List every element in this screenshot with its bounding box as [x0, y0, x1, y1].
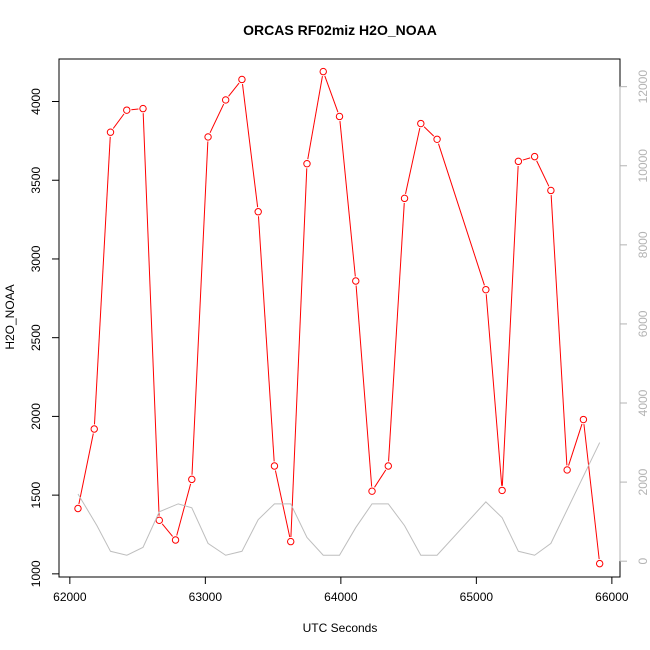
left-series-point	[254, 208, 262, 216]
chart-title: ORCAS RF02miz H2O_NOAA	[243, 22, 437, 38]
left-series-point	[563, 466, 571, 474]
left-series-point	[303, 160, 311, 168]
left-series-segment	[583, 424, 600, 560]
left-series-segment	[191, 141, 209, 475]
y-tick-label-right: 8000	[636, 231, 650, 258]
left-series-segment	[405, 127, 421, 194]
x-tick-label: 62000	[53, 590, 87, 604]
x-axis: 62000 63000 64000 65000 66000	[53, 576, 629, 604]
left-series-segment	[161, 523, 173, 537]
left-series-point	[514, 157, 523, 166]
left-series-point	[287, 537, 295, 546]
y-tick-label-left: 1500	[29, 481, 43, 508]
left-series-segment	[536, 160, 550, 187]
left-series-segment	[131, 108, 139, 111]
left-series-point	[204, 133, 212, 141]
left-series-point	[270, 462, 279, 470]
left-series-point	[123, 106, 131, 114]
left-series-segment	[438, 143, 485, 286]
y-tick-label-left: 3000	[29, 245, 43, 272]
left-series-point	[579, 415, 588, 424]
left-series-point	[368, 487, 376, 495]
left-series-point	[155, 516, 163, 525]
left-series-segment	[209, 103, 225, 133]
y-tick-label-left: 2500	[29, 324, 43, 351]
x-axis-label: UTC Seconds	[303, 621, 378, 635]
plot-frame	[58, 58, 621, 578]
left-series-segment	[522, 157, 531, 161]
left-series-point	[335, 112, 344, 121]
x-tick-label: 63000	[189, 590, 223, 604]
left-series-segment	[93, 136, 111, 425]
left-series-segment	[355, 285, 373, 487]
left-series-segment	[423, 126, 435, 137]
y-tick-label-right: 0	[636, 558, 650, 565]
x-tick-label: 65000	[460, 590, 494, 604]
left-series-point	[139, 104, 147, 113]
left-series-segment	[142, 113, 160, 516]
left-series-segment	[568, 423, 583, 466]
left-series-point	[595, 559, 604, 568]
left-series-point	[417, 119, 425, 128]
y-tick-label-right: 12000	[636, 70, 650, 104]
left-series-segment	[550, 195, 568, 466]
left-series-segment	[388, 202, 405, 462]
left-series-point	[530, 152, 539, 161]
y-axis-right: 0 2000 4000 6000 8000 10000 12000	[619, 70, 650, 565]
series-layer	[74, 67, 604, 568]
y-tick-label-right: 2000	[636, 468, 650, 495]
left-series-segment	[324, 75, 339, 113]
left-series-segment	[112, 113, 125, 129]
left-series-point	[547, 186, 555, 195]
left-series-point	[221, 96, 230, 104]
left-series-point	[238, 75, 246, 84]
left-series-point	[352, 277, 360, 285]
left-series-segment	[339, 120, 356, 277]
left-series-segment	[228, 82, 240, 97]
left-series-segment	[257, 216, 275, 462]
y-tick-label-left: 1000	[29, 560, 43, 587]
left-series-point	[319, 67, 327, 76]
y-tick-label-left: 3500	[29, 167, 43, 194]
left-series-segment	[78, 433, 94, 505]
y-tick-label-right: 4000	[636, 389, 650, 416]
left-series-point	[90, 425, 98, 433]
left-series-point	[384, 462, 392, 470]
left-series-point	[74, 504, 82, 513]
y-tick-label-right: 6000	[636, 310, 650, 337]
y-axis-label: H2O_NOAA	[3, 284, 17, 349]
left-series-segment	[374, 469, 387, 488]
left-series-point	[400, 194, 409, 203]
y-tick-label-left: 4000	[29, 88, 43, 115]
left-series-point	[171, 536, 180, 544]
left-series-segment	[241, 83, 259, 208]
x-tick-label: 66000	[595, 590, 629, 604]
y-axis-left: 1000 1500 2000 2500 3000 3500 4000	[29, 88, 60, 587]
left-series-point	[188, 475, 196, 484]
left-series-segment	[485, 294, 503, 486]
left-series-segment	[501, 165, 519, 486]
left-series-point	[482, 285, 490, 294]
left-series-point	[498, 486, 506, 495]
left-series-point	[433, 135, 441, 143]
left-series-segment	[290, 168, 308, 538]
y-tick-label-right: 10000	[636, 149, 650, 183]
left-series-point	[106, 128, 115, 136]
left-series-segment	[307, 76, 323, 160]
left-series-segment	[176, 483, 192, 536]
y-tick-label-left: 2000	[29, 403, 43, 430]
x-tick-label: 64000	[324, 590, 358, 604]
right-series-line	[77, 442, 601, 556]
